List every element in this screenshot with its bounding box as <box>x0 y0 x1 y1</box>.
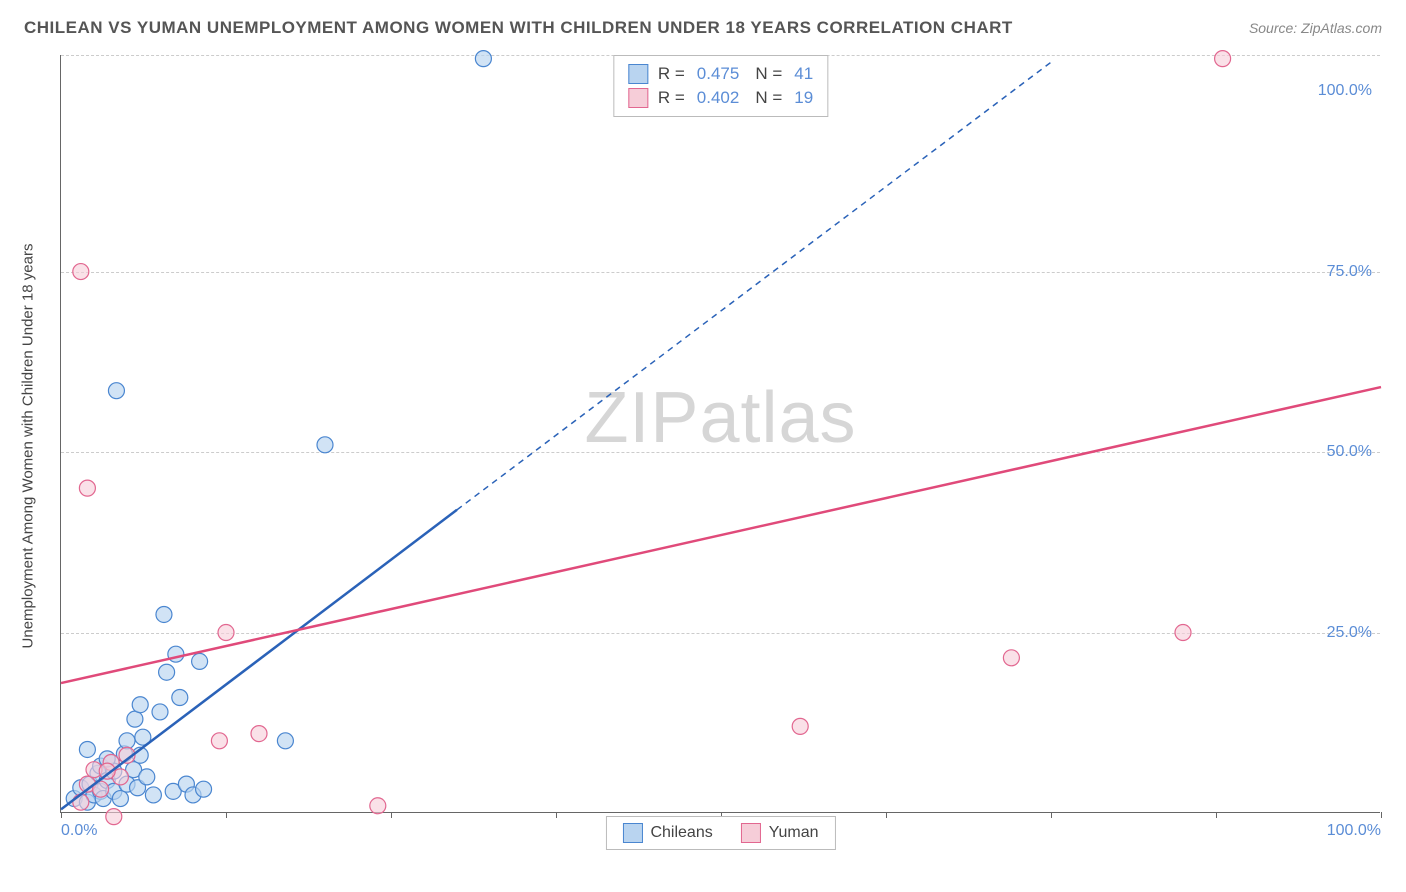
data-point <box>1003 650 1019 666</box>
data-point <box>218 625 234 641</box>
data-point <box>277 733 293 749</box>
data-point <box>79 480 95 496</box>
x-tick <box>1216 812 1217 818</box>
data-point <box>370 798 386 814</box>
data-point <box>172 689 188 705</box>
plot-area: ZIPatlas R =0.475N =41R =0.402N =19 Chil… <box>60 55 1380 813</box>
y-axis-label: Unemployment Among Women with Children U… <box>20 244 37 649</box>
x-tick-label: 100.0% <box>1327 822 1381 840</box>
x-tick <box>886 812 887 818</box>
legend-item: Yuman <box>741 823 819 843</box>
y-tick-label: 50.0% <box>1327 443 1372 461</box>
stats-swatch <box>628 88 648 108</box>
data-point <box>192 653 208 669</box>
data-point <box>73 264 89 280</box>
data-point <box>108 383 124 399</box>
y-tick-label: 75.0% <box>1327 263 1372 281</box>
data-point <box>211 733 227 749</box>
legend-label: Chileans <box>650 824 712 842</box>
stats-n-value: 19 <box>794 88 813 108</box>
regression-line <box>61 510 457 810</box>
stats-n-label: N = <box>755 88 782 108</box>
data-point <box>145 787 161 803</box>
data-point <box>1215 51 1231 67</box>
stats-r-value: 0.402 <box>697 88 740 108</box>
legend-swatch <box>622 823 642 843</box>
data-point <box>1175 625 1191 641</box>
stats-r-label: R = <box>658 88 685 108</box>
stats-n-value: 41 <box>794 64 813 84</box>
stats-row: R = 0.475 N = 41 <box>628 62 813 86</box>
data-point <box>251 726 267 742</box>
data-point <box>152 704 168 720</box>
data-point <box>475 51 491 67</box>
data-point <box>159 664 175 680</box>
x-tick <box>556 812 557 818</box>
x-tick <box>1381 812 1382 818</box>
data-point <box>112 791 128 807</box>
legend-swatch <box>741 823 761 843</box>
legend-label: Yuman <box>769 824 819 842</box>
legend-item: Chileans <box>622 823 712 843</box>
data-point <box>139 769 155 785</box>
data-point <box>106 809 122 825</box>
stats-row: R = 0.402 N = 19 <box>628 86 813 110</box>
stats-box: R = 0.475 N = 41 R = 0.402 N = 19 <box>613 55 828 117</box>
data-point <box>73 794 89 810</box>
data-point <box>119 733 135 749</box>
data-point <box>792 718 808 734</box>
stats-swatch <box>628 64 648 84</box>
data-point <box>127 711 143 727</box>
chart-svg <box>61 55 1380 812</box>
x-tick <box>1051 812 1052 818</box>
data-point <box>132 697 148 713</box>
y-tick-label: 100.0% <box>1318 82 1372 100</box>
data-point <box>79 741 95 757</box>
legend-box: Chileans Yuman <box>605 816 835 850</box>
stats-n-label: N = <box>755 64 782 84</box>
x-tick <box>226 812 227 818</box>
data-point <box>317 437 333 453</box>
stats-r-value: 0.475 <box>697 64 740 84</box>
x-tick <box>391 812 392 818</box>
chart-source: Source: ZipAtlas.com <box>1249 20 1382 36</box>
stats-r-label: R = <box>658 64 685 84</box>
data-point <box>156 606 172 622</box>
x-tick <box>61 812 62 818</box>
y-tick-label: 25.0% <box>1327 624 1372 642</box>
chart-title: CHILEAN VS YUMAN UNEMPLOYMENT AMONG WOME… <box>24 18 1013 38</box>
x-tick-label: 0.0% <box>61 822 97 840</box>
regression-line-dashed <box>457 62 1051 510</box>
data-point <box>196 781 212 797</box>
